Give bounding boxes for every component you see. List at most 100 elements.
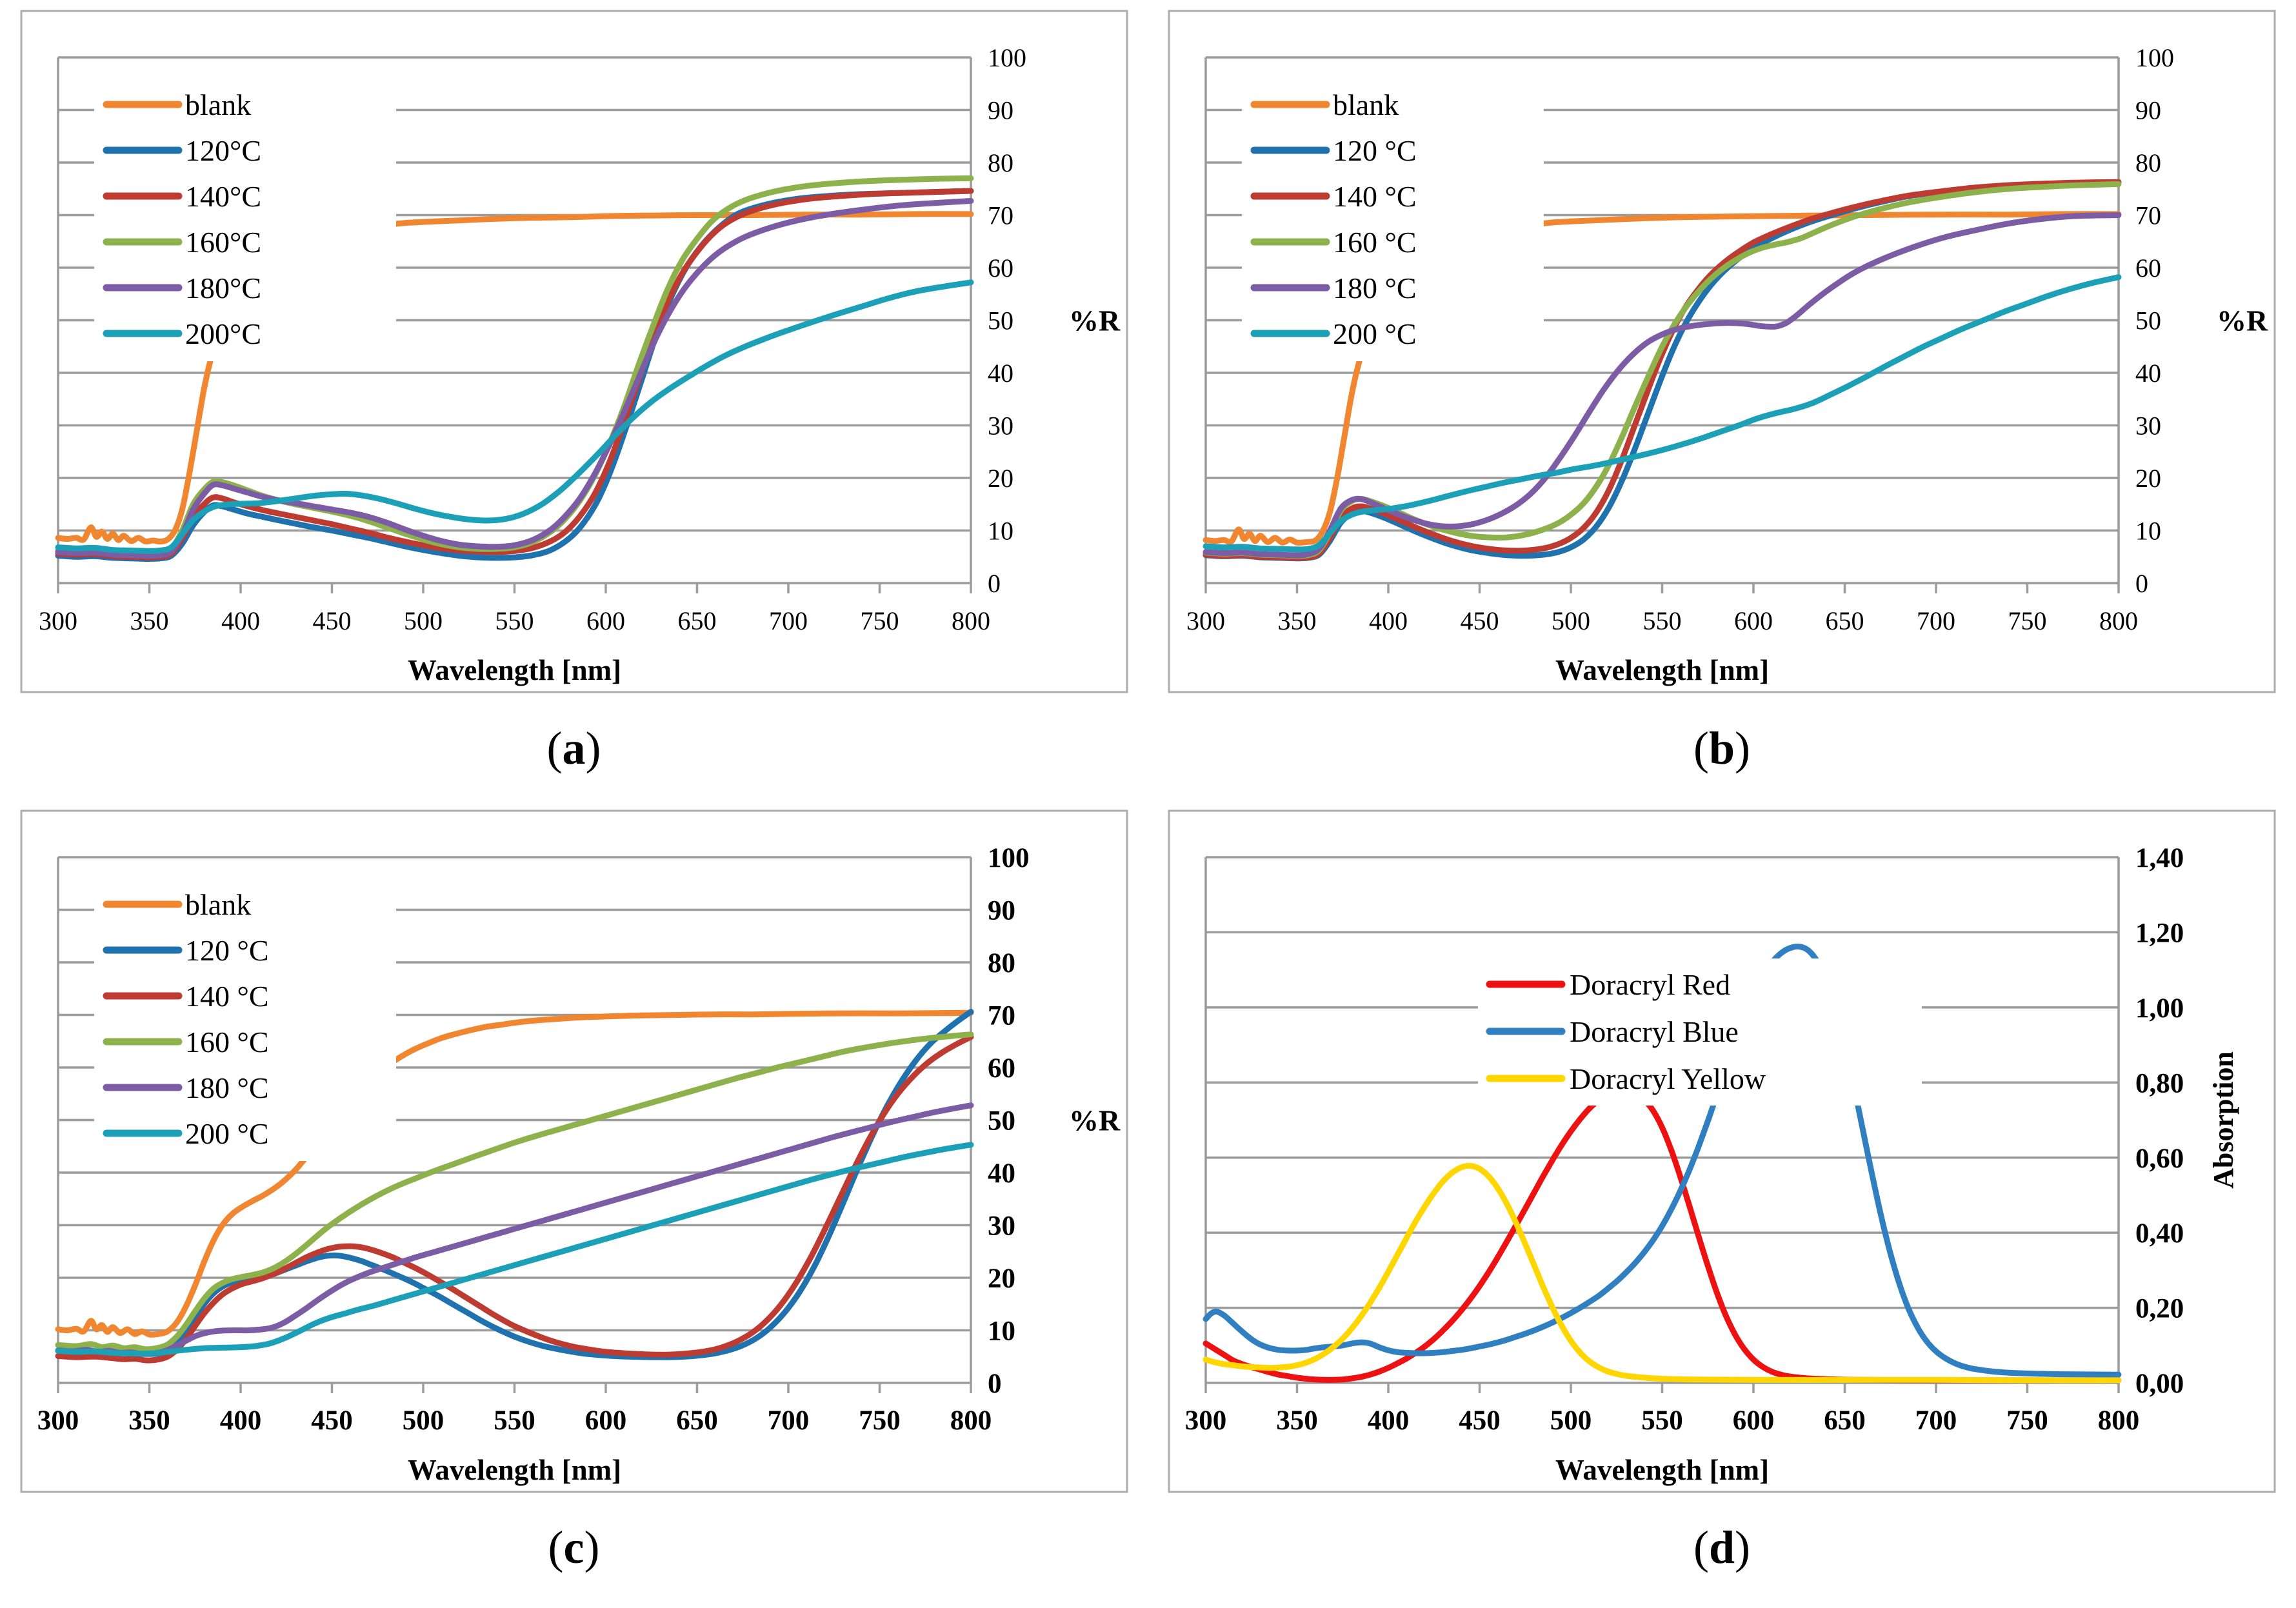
legend-item: 180 °C xyxy=(103,1071,268,1104)
legend-label: 160 °C xyxy=(185,1026,269,1058)
y-tick-label: 0,80 xyxy=(2135,1068,2184,1098)
y-axis-title: %R xyxy=(1069,304,1121,337)
series-line-120-°c xyxy=(55,1008,973,1360)
x-tick-label: 300 xyxy=(37,1405,79,1436)
caption-a-close: ) xyxy=(585,722,601,774)
legend-label: 140 °C xyxy=(185,980,269,1013)
chart-a-canvas: 300 350 400 450 500 550 600 650 700 750 800 0 10 20 30… xyxy=(20,10,1128,693)
y-tick-label: 90 xyxy=(988,96,1013,125)
caption-a-open: ( xyxy=(546,722,563,774)
axis-tick-labels: 300 350 400 450 500 550 600 650 700 750 800 0 10 20 30… xyxy=(1186,43,2174,635)
x-tick-label: 450 xyxy=(312,606,351,635)
legend-item: 200°C xyxy=(103,317,261,350)
x-tick-label: 400 xyxy=(221,606,260,635)
caption-b-letter: b xyxy=(1708,722,1735,774)
legend: Doracryl Red Doracryl Blue Doracryl Yellow xyxy=(1486,968,1766,1095)
x-tick-label: 400 xyxy=(1369,606,1408,635)
y-tick-label: 10 xyxy=(988,1316,1015,1346)
x-tick-label: 600 xyxy=(1734,606,1773,635)
y-tick-label: 1,20 xyxy=(2135,918,2184,948)
legend-background xyxy=(94,877,396,1161)
legend-item: 140°C xyxy=(103,180,261,213)
x-tick-label: 750 xyxy=(860,606,899,635)
x-tick-label: 500 xyxy=(404,606,443,635)
y-tick-label: 30 xyxy=(2135,412,2161,441)
x-tick-label: 350 xyxy=(130,606,168,635)
caption-c-letter: c xyxy=(563,1522,584,1573)
x-tick-label: 450 xyxy=(1459,1405,1501,1436)
y-tick-label: 70 xyxy=(988,1000,1015,1031)
y-tick-label: 50 xyxy=(988,1106,1015,1136)
x-axis-title: Wavelength [nm] xyxy=(1555,1454,1769,1486)
y-tick-label: 60 xyxy=(2135,253,2161,283)
caption-d-letter: d xyxy=(1708,1522,1735,1573)
y-tick-label: 20 xyxy=(2135,464,2161,493)
series-line-doracryl-red xyxy=(1203,1087,2122,1383)
caption-d-close: ) xyxy=(1735,1522,1750,1573)
caption-b-close: ) xyxy=(1735,722,1750,774)
x-tick-label: 700 xyxy=(767,1405,809,1436)
y-tick-label: 40 xyxy=(988,1158,1015,1189)
x-tick-label: 700 xyxy=(1917,606,1955,635)
legend-label: 140°C xyxy=(185,180,261,213)
x-axis-title: Wavelength [nm] xyxy=(1555,654,1769,686)
legend-item: 200 °C xyxy=(1250,317,1417,350)
legend-item: 120 °C xyxy=(1250,134,1417,167)
legend-item: 120°C xyxy=(103,134,261,167)
caption-c-open: ( xyxy=(548,1522,564,1573)
y-tick-label: 100 xyxy=(2135,43,2174,72)
x-tick-label: 350 xyxy=(128,1405,170,1436)
x-tick-label: 300 xyxy=(39,606,77,635)
y-tick-label: 0,60 xyxy=(2135,1143,2184,1173)
y-tick-label: 80 xyxy=(988,148,1013,177)
legend-label: 180°C xyxy=(185,272,261,304)
series-line-180-°c xyxy=(1203,212,2122,559)
caption-c-close: ) xyxy=(584,1522,600,1573)
series-line-200-°c xyxy=(1203,274,2122,553)
y-tick-label: 0,00 xyxy=(2135,1369,2184,1399)
series-line-180-°c xyxy=(55,1102,973,1357)
legend-item: blank xyxy=(103,88,251,121)
series-line-doracryl-blue xyxy=(1203,943,2122,1378)
y-tick-label: 80 xyxy=(2135,148,2161,177)
series-line-doracryl-yellow xyxy=(1203,1162,2122,1383)
y-tick-label: 1,40 xyxy=(2135,843,2184,873)
caption-b: (b) xyxy=(1693,694,1750,802)
y-tick-label: 60 xyxy=(988,1053,1015,1084)
panel-b: 300 350 400 450 500 550 600 650 700 750 800 0 10 20 30… xyxy=(1148,9,2296,809)
x-tick-label: 650 xyxy=(1826,606,1864,635)
y-axis-title: %R xyxy=(1069,1104,1121,1137)
caption-d: (d) xyxy=(1693,1494,1750,1602)
legend-label: blank xyxy=(185,888,251,921)
y-tick-label: 0,40 xyxy=(2135,1218,2184,1249)
x-tick-label: 700 xyxy=(769,606,808,635)
x-tick-label: 500 xyxy=(402,1405,444,1436)
x-tick-label: 300 xyxy=(1185,1405,1227,1436)
x-tick-label: 600 xyxy=(586,606,625,635)
y-tick-label: 0 xyxy=(988,569,1001,598)
legend-label: 200 °C xyxy=(185,1117,269,1150)
x-tick-label: 300 xyxy=(1186,606,1225,635)
x-tick-label: 750 xyxy=(2006,1405,2048,1436)
caption-c: (c) xyxy=(548,1494,600,1602)
x-tick-label: 800 xyxy=(2098,1405,2140,1436)
x-tick-label: 650 xyxy=(1824,1405,1866,1436)
x-tick-label: 800 xyxy=(950,1405,992,1436)
chart-border xyxy=(1168,809,2276,1493)
x-tick-label: 500 xyxy=(1552,606,1590,635)
legend-label: 120 °C xyxy=(185,934,269,967)
legend-item: 140 °C xyxy=(103,980,269,1013)
x-tick-label: 550 xyxy=(494,1405,535,1436)
legend-item: 160 °C xyxy=(103,1026,269,1058)
y-tick-label: 90 xyxy=(2135,96,2161,125)
legend-item: Doracryl Red xyxy=(1486,968,1730,1001)
x-tick-label: 650 xyxy=(677,606,716,635)
legend-label: 140 °C xyxy=(1333,180,1417,213)
series-line-160-°c xyxy=(55,1031,973,1352)
legend-item: 120 °C xyxy=(103,934,269,967)
x-axis-title: Wavelength [nm] xyxy=(407,654,621,686)
y-tick-label: 100 xyxy=(988,843,1030,873)
legend-label: 160 °C xyxy=(1333,226,1417,259)
legend-label: blank xyxy=(1333,88,1399,121)
legend: blank 120 °C 140 °C 160 °C 180 °C 200 °C xyxy=(103,888,269,1150)
